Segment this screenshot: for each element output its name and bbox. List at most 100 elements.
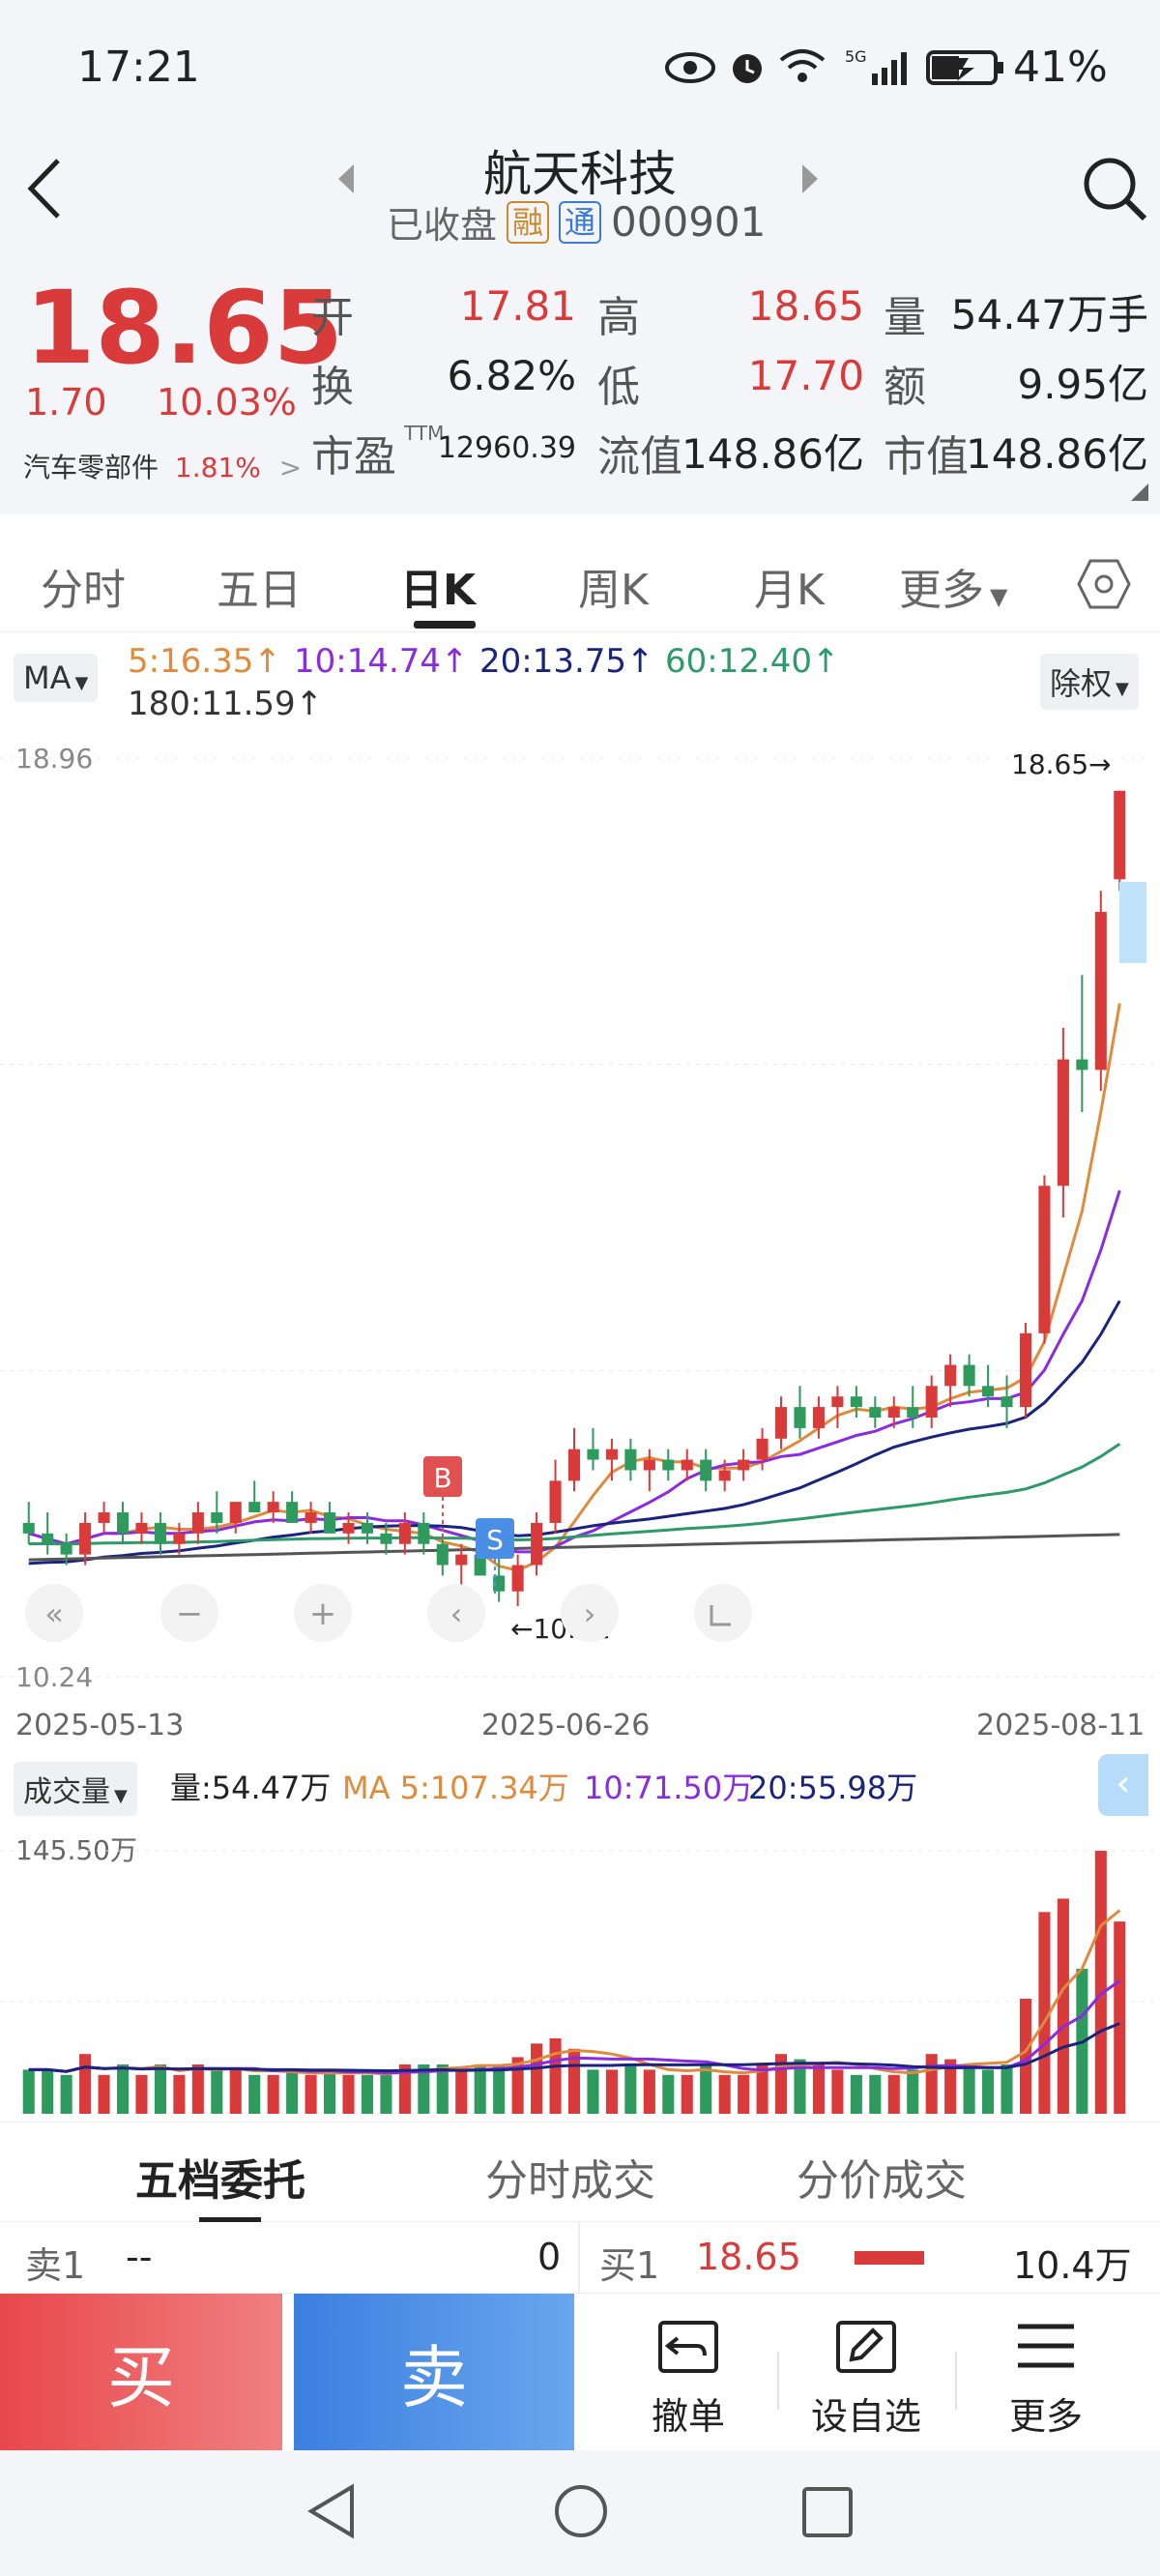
scroll-right-button[interactable]: › [561,1584,619,1642]
sell1-qty: 0 [537,2236,562,2278]
candle [850,1396,862,1408]
tab-price-trades[interactable]: 分价成交 [797,2156,967,2206]
expand-corner-icon[interactable] [1131,483,1148,501]
tab-tick-trades[interactable]: 分时成交 [485,2156,655,2206]
scroll-left-fast-button[interactable]: « [25,1584,83,1642]
buy-button[interactable]: 买 [0,2294,282,2450]
sell-button[interactable]: 卖 [294,2294,574,2450]
date-start-label: 2025-05-13 [15,1709,184,1742]
volume-bar [605,2069,618,2114]
adjust-selector[interactable]: 除权 ▼ [1040,654,1139,710]
price-range-highlight [1119,882,1146,963]
low-label: 低 [597,363,640,412]
eye-icon [665,52,715,83]
candle [304,1512,317,1523]
candle [587,1449,599,1460]
candle [342,1522,355,1534]
more-button[interactable]: 更多 [978,2317,1114,2440]
vol-ma10: 10:71.50万 [584,1770,754,1806]
back-icon[interactable] [21,155,66,222]
candle [925,1386,938,1418]
candle [738,1459,750,1471]
candle [1038,1186,1051,1333]
sector-link[interactable]: 汽车零部件 1.81% > [23,447,302,485]
volume-bar [324,2069,336,2114]
candle [22,1522,35,1534]
price-change-pct: 10.03% [157,381,297,424]
quote-panel: 18.65 1.70 10.03% 汽车零部件 1.81% > 开 17.81 … [0,261,1160,514]
chevron-left-icon: ‹ [450,1595,463,1632]
volume-bar [662,2074,675,2114]
add-watchlist-button[interactable]: 设自选 [798,2317,934,2440]
volume-bar [154,2064,166,2114]
sell-marker[interactable]: S [476,1518,514,1595]
collapse-panel-button[interactable]: ‹ [1098,1754,1148,1816]
tab-five-level[interactable]: 五档委托 [135,2156,305,2206]
y-max-label: 18.96 [15,743,93,775]
volume-bar [925,2054,938,2114]
tab-monthly-k[interactable]: 月K [754,566,825,615]
candle [775,1407,788,1439]
candle [455,1554,468,1566]
fullscreen-button[interactable] [694,1584,752,1642]
candle [624,1449,637,1471]
battery-percent: 41% [1013,43,1108,92]
volume-bar [286,2069,299,2114]
wifi-icon [779,49,826,82]
buy-marker[interactable]: B [423,1456,462,1541]
zoom-out-button[interactable]: − [160,1584,218,1642]
action-bar: 买 卖 撤单 设自选 更多 [0,2294,1160,2450]
nav-back-icon[interactable] [305,2483,358,2539]
tab-intraday[interactable]: 分时 [41,566,126,615]
candles [22,790,1126,1607]
buy1-qty: 10.4万 [1013,2244,1132,2287]
dropdown-icon: ▼ [114,1786,128,1806]
volume-bar [982,2069,995,2114]
volume-bar [944,2059,957,2114]
candle [493,1575,506,1592]
prev-stock-icon[interactable] [334,162,358,195]
volume-bar [1114,1921,1126,2114]
tab-weekly-k[interactable]: 周K [578,566,649,615]
tab-more[interactable]: 更多 ▼ [899,555,1007,617]
candle [173,1533,186,1544]
scroll-left-button[interactable]: ‹ [427,1584,485,1642]
zoom-in-button[interactable]: + [294,1584,352,1642]
vol-ma20-line [28,2022,1120,2073]
ma-selector[interactable]: MA ▼ [14,654,99,702]
volume-bar [1019,1999,1032,2114]
volume-bar [1057,1898,1069,2114]
cancel-order-label: 撤单 [651,2395,725,2438]
volume-bars [22,1851,1126,2114]
candle [549,1480,562,1523]
candle [436,1543,449,1566]
volume-chart: 成交量 ▼ 量:54.47万 MA 5:107.34万 10:71.50万 20:… [0,1754,1160,2122]
volume-bar [191,2064,204,2114]
chart-controls: « − + ‹ › [25,1584,752,1642]
candle [211,1512,223,1523]
next-stock-icon[interactable] [798,162,822,195]
order-tabs: 五档委托 分时成交 分价成交 [0,2122,1160,2223]
candle [794,1407,806,1428]
k-line-chart[interactable]: 18.96 10.24 2025-05-13 2025-06-26 2025-0… [0,739,1160,1754]
volume-bar [812,2064,825,2114]
tab-five-day[interactable]: 五日 [217,566,302,615]
search-icon[interactable] [1079,153,1150,224]
pe-value: 12960.39 [437,431,576,465]
candle [700,1459,712,1481]
tab-daily-k[interactable]: 日K [400,566,477,615]
candle [135,1522,148,1534]
low-value: 17.70 [747,352,864,399]
ma5-value: 5:16.35↑ [128,642,281,681]
volume-bar [267,2074,279,2114]
settings-hexagon-icon[interactable] [1077,557,1131,611]
cancel-order-button[interactable]: 撤单 [621,2317,756,2440]
indicator-selector[interactable]: 成交量 ▼ [14,1762,137,1816]
nav-home-icon[interactable] [553,2483,609,2539]
volume-bar [436,2064,449,2114]
network-label: 5G [845,47,867,66]
candle [718,1470,731,1481]
nav-recents-icon[interactable] [800,2485,855,2539]
market-cap-value: 148.86亿 [966,430,1148,478]
volume-bar [474,2064,486,2114]
